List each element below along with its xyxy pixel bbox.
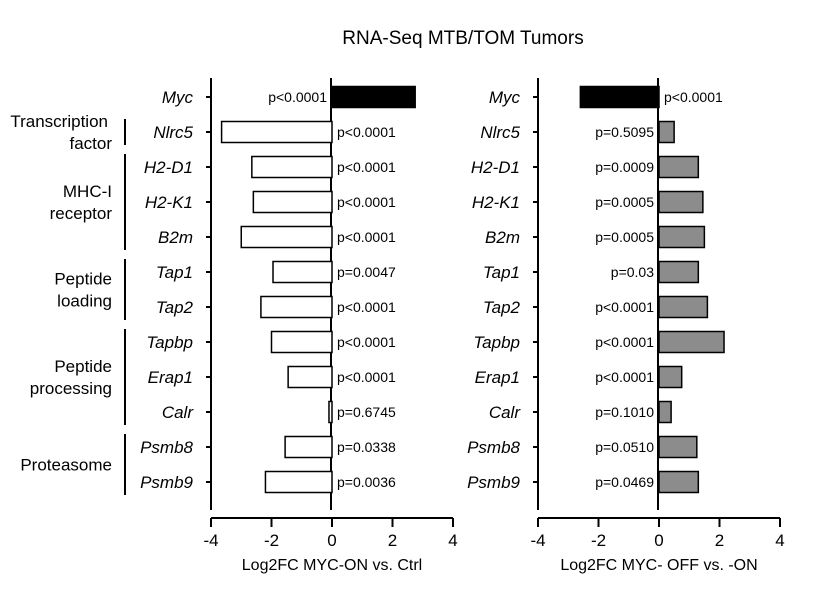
x-axis-label: Log2FC MYC- OFF vs. -ON — [560, 557, 757, 574]
group-label: Peptide — [54, 270, 112, 289]
bar-h2-k1 — [252, 190, 333, 214]
pvalue-erap1: p<0.0001 — [337, 369, 396, 385]
pvalue-nlrc5: p<0.0001 — [337, 124, 396, 140]
x-tick-label: -2 — [264, 531, 279, 550]
pvalue-tap2: p<0.0001 — [595, 299, 654, 315]
bar-h2-k1 — [658, 190, 704, 214]
x-axis-label: Log2FC MYC-ON vs. Ctrl — [242, 557, 422, 574]
chart-title: RNA-Seq MTB/TOM Tumors — [342, 28, 583, 49]
bar-calr — [328, 400, 333, 424]
bar-tap2 — [658, 295, 709, 319]
pvalue-tap1: p=0.0047 — [337, 264, 396, 280]
bar-psmb8 — [658, 435, 698, 459]
group-label: factor — [69, 134, 112, 153]
gene-label-myc: Myc — [162, 88, 194, 107]
bar-myc — [331, 85, 416, 109]
pvalue-psmb9: p=0.0469 — [595, 474, 654, 490]
gene-label-h2-d1: H2-D1 — [471, 158, 520, 177]
bar-myc — [579, 85, 660, 109]
bar-h2-d1 — [658, 155, 700, 179]
chart-panel-myc-off: -4 -2 0 2 4 Log2FC MYC- OFF vs. -ON Myc p<0.000… — [467, 78, 785, 574]
group-label: MHC-I — [63, 182, 112, 201]
gene-label-b2m: B2m — [485, 228, 520, 247]
bar-b2m — [658, 225, 706, 249]
gene-label-erap1: Erap1 — [475, 368, 520, 387]
bar-tapbp — [658, 330, 725, 354]
group-label: processing — [30, 379, 112, 398]
gene-label-nlrc5: Nlrc5 — [153, 123, 193, 142]
gene-groups: Transcription factor MHC-I receptor Peptide l… — [10, 112, 126, 495]
gene-label-tap2: Tap2 — [156, 298, 194, 317]
gene-label-calr: Calr — [162, 403, 195, 422]
pvalue-myc: p<0.0001 — [268, 89, 327, 105]
pvalue-calr: p=0.1010 — [595, 404, 654, 420]
bar-tapbp — [270, 330, 333, 354]
gene-label-tap2: Tap2 — [483, 298, 521, 317]
gene-label-erap1: Erap1 — [148, 368, 193, 387]
x-tick-label: 4 — [448, 531, 457, 550]
pvalue-tapbp: p<0.0001 — [595, 334, 654, 350]
pvalue-psmb9: p=0.0036 — [337, 474, 396, 490]
pvalue-h2-k1: p=0.0005 — [595, 194, 654, 210]
gene-label-nlrc5: Nlrc5 — [480, 123, 520, 142]
bar-tap2 — [260, 295, 333, 319]
gene-label-tapbp: Tapbp — [473, 333, 520, 352]
pvalue-tap1: p=0.03 — [611, 264, 654, 280]
bar-nlrc5 — [220, 120, 333, 144]
gene-label-psmb8: Psmb8 — [467, 438, 520, 457]
gene-label-b2m: B2m — [158, 228, 193, 247]
chart-panel-myc-on: -4 -2 0 2 4 Log2FC MYC-ON vs. Ctrl Myc p<0.0001… — [140, 78, 458, 574]
pvalue-b2m: p<0.0001 — [337, 229, 396, 245]
bar-calr — [658, 400, 672, 424]
x-tick-label: -2 — [591, 531, 606, 550]
pvalue-h2-d1: p=0.0009 — [595, 159, 654, 175]
group-label: loading — [57, 292, 112, 311]
pvalue-h2-k1: p<0.0001 — [337, 194, 396, 210]
gene-label-myc: Myc — [489, 88, 521, 107]
pvalue-myc: p<0.0001 — [664, 89, 723, 105]
gene-label-tap1: Tap1 — [483, 263, 520, 282]
pvalue-psmb8: p=0.0338 — [337, 439, 396, 455]
x-tick-label: 0 — [654, 531, 663, 550]
group-label: Proteasome — [20, 456, 112, 475]
bar-psmb9 — [658, 470, 700, 494]
group-label: receptor — [50, 204, 113, 223]
bar-b2m — [240, 225, 333, 249]
bar-nlrc5 — [658, 120, 675, 144]
group-label: Peptide — [54, 357, 112, 376]
bar-erap1 — [658, 365, 683, 389]
pvalue-psmb8: p=0.0510 — [595, 439, 654, 455]
gene-label-tapbp: Tapbp — [146, 333, 193, 352]
pvalue-calr: p=0.6745 — [337, 404, 396, 420]
pvalue-nlrc5: p=0.5095 — [595, 124, 654, 140]
bar-tap1 — [658, 260, 700, 284]
pvalue-erap1: p<0.0001 — [595, 369, 654, 385]
pvalue-h2-d1: p<0.0001 — [337, 159, 396, 175]
gene-label-h2-k1: H2-K1 — [472, 193, 520, 212]
bar-tap1 — [272, 260, 333, 284]
x-tick-label: -4 — [203, 531, 218, 550]
group-label: Transcription — [10, 112, 108, 131]
gene-label-h2-k1: H2-K1 — [145, 193, 193, 212]
gene-label-tap1: Tap1 — [156, 263, 193, 282]
bar-h2-d1 — [251, 155, 333, 179]
pvalue-tap2: p<0.0001 — [337, 299, 396, 315]
x-tick-label: -4 — [530, 531, 545, 550]
x-tick-label: 2 — [715, 531, 724, 550]
x-tick-label: 4 — [775, 531, 784, 550]
pvalue-b2m: p=0.0005 — [595, 229, 654, 245]
x-tick-label: 0 — [327, 531, 336, 550]
gene-label-h2-d1: H2-D1 — [144, 158, 193, 177]
bar-psmb9 — [264, 470, 333, 494]
bar-erap1 — [287, 365, 333, 389]
gene-label-psmb8: Psmb8 — [140, 438, 193, 457]
gene-label-calr: Calr — [489, 403, 522, 422]
gene-label-psmb9: Psmb9 — [467, 473, 520, 492]
pvalue-tapbp: p<0.0001 — [337, 334, 396, 350]
bar-psmb8 — [284, 435, 333, 459]
x-tick-label: 2 — [388, 531, 397, 550]
gene-label-psmb9: Psmb9 — [140, 473, 193, 492]
